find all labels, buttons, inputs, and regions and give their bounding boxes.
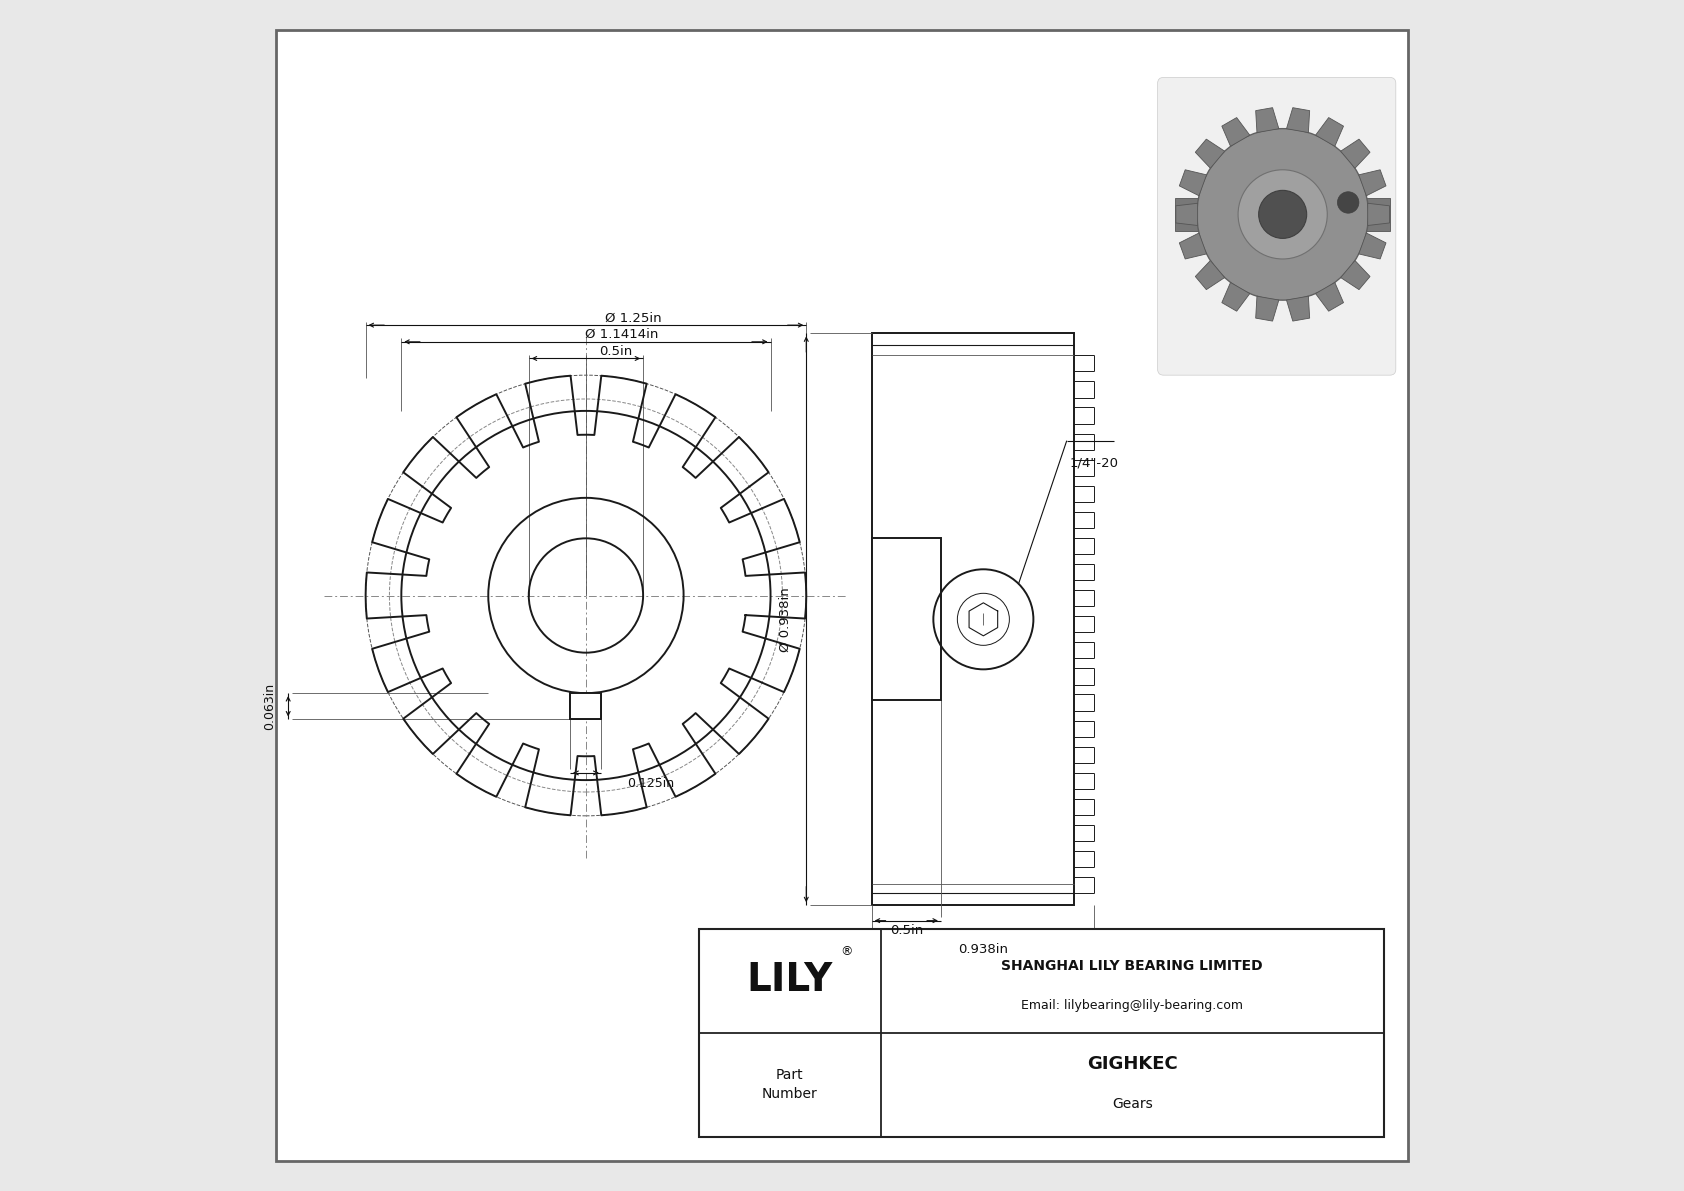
Polygon shape [1287, 297, 1310, 322]
Polygon shape [1315, 282, 1344, 311]
Polygon shape [1256, 297, 1278, 322]
Polygon shape [1196, 261, 1224, 289]
Polygon shape [1256, 107, 1278, 132]
Bar [872, 538, 941, 700]
Polygon shape [1179, 233, 1206, 258]
Text: 0.938in: 0.938in [958, 943, 1009, 955]
Circle shape [1197, 129, 1369, 300]
Text: 0.125in: 0.125in [628, 778, 675, 790]
Bar [699, 929, 1384, 1137]
Polygon shape [1175, 204, 1197, 225]
Circle shape [1337, 192, 1359, 213]
Text: SHANGHAI LILY BEARING LIMITED: SHANGHAI LILY BEARING LIMITED [1002, 960, 1263, 973]
Polygon shape [1315, 118, 1344, 146]
Text: ®: ® [840, 944, 854, 958]
Text: 0.5in: 0.5in [889, 924, 923, 936]
Text: Ø 1.1414in: Ø 1.1414in [584, 329, 658, 341]
Bar [1175, 198, 1389, 231]
Text: LILY: LILY [746, 961, 834, 999]
Polygon shape [1223, 118, 1250, 146]
Text: 1/4"-20: 1/4"-20 [1069, 456, 1118, 469]
Text: Ø 0.938in: Ø 0.938in [778, 587, 791, 651]
Polygon shape [1359, 170, 1386, 195]
Text: GIGHKEC: GIGHKEC [1086, 1055, 1177, 1073]
Polygon shape [1287, 107, 1310, 132]
Text: Part
Number: Part Number [761, 1067, 818, 1100]
Polygon shape [1340, 261, 1371, 289]
Text: Ø 1.25in: Ø 1.25in [605, 312, 662, 324]
Text: 0.5in: 0.5in [600, 345, 632, 357]
Bar [571, 693, 601, 719]
Circle shape [1238, 170, 1327, 258]
Text: Gears: Gears [1111, 1097, 1152, 1111]
FancyBboxPatch shape [1157, 77, 1396, 375]
Polygon shape [1223, 282, 1250, 311]
Bar [872, 333, 1074, 905]
Polygon shape [1359, 233, 1386, 258]
Polygon shape [1340, 139, 1371, 168]
Polygon shape [1179, 170, 1206, 195]
Circle shape [1258, 191, 1307, 238]
Text: 0.063in: 0.063in [263, 682, 276, 730]
Polygon shape [1196, 139, 1224, 168]
Polygon shape [1367, 204, 1389, 225]
Text: Email: lilybearing@lily-bearing.com: Email: lilybearing@lily-bearing.com [1021, 998, 1243, 1011]
